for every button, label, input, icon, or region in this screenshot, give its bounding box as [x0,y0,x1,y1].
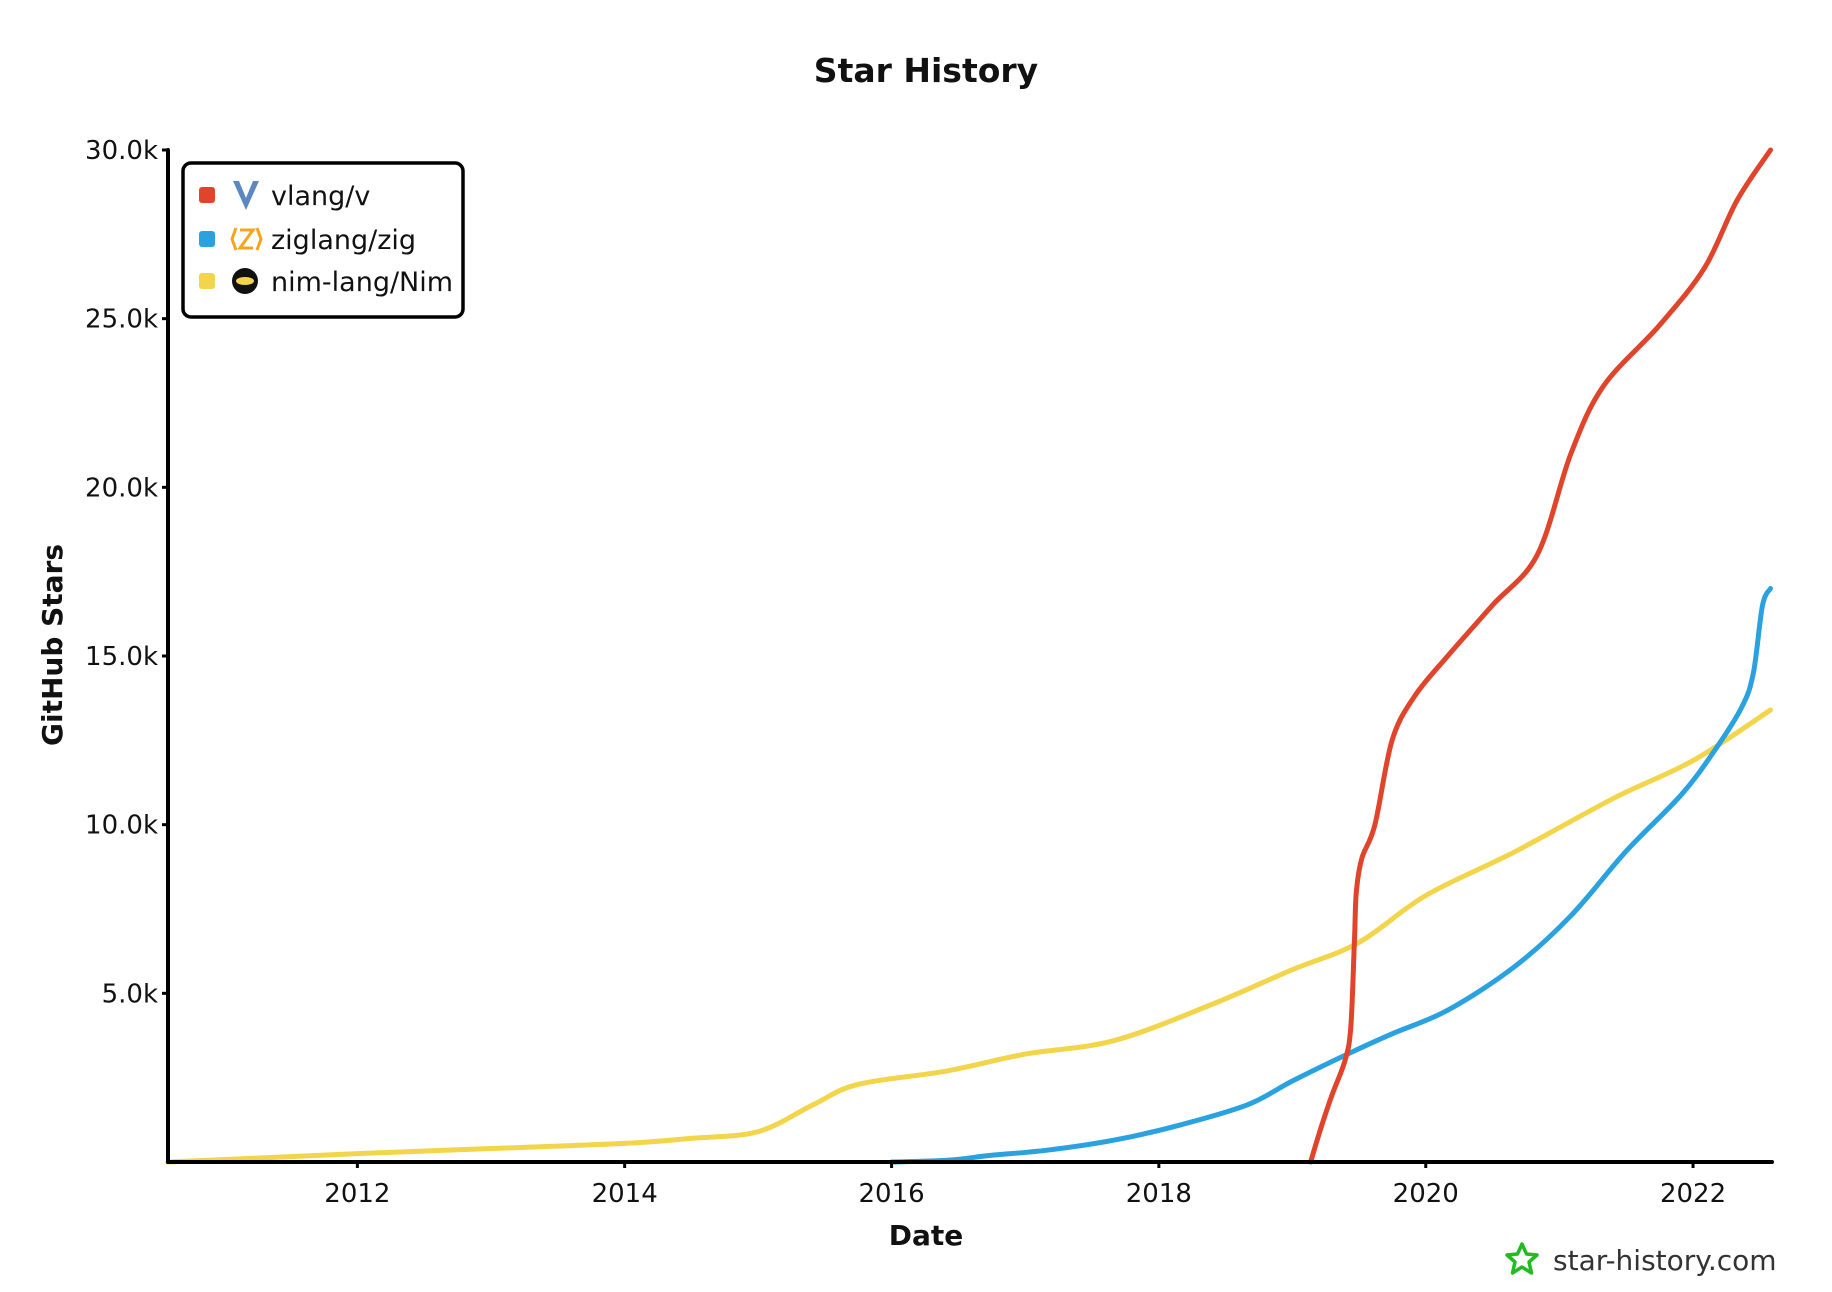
legend-label-nim: nim-lang/Nim [271,267,453,298]
x-tick-label: 2012 [324,1179,390,1209]
x-tick-label: 2016 [858,1179,924,1209]
x-tick-label: 2018 [1126,1179,1192,1209]
y-tick-label: 30.0k [85,136,158,166]
legend-item-zig: ziglang/zig [199,225,416,256]
x-tick-label: 2022 [1660,1179,1726,1209]
legend-swatch-zig [199,231,215,247]
x-axis-ticks: 2012 2014 2016 2018 2020 2022 [324,1162,1726,1209]
y-tick-label: 20.0k [85,473,158,503]
chart-title: Star History [814,51,1038,90]
y-axis-ticks: 5.0k 10.0k 15.0k 20.0k 25.0k 30.0k [85,136,168,1009]
y-tick-label: 15.0k [85,642,158,672]
legend-swatch-nim [199,273,215,289]
series-line-vlang-v [1308,147,1773,1165]
x-tick-label: 2020 [1393,1179,1459,1209]
y-tick-label: 25.0k [85,305,158,335]
y-tick-label: 5.0k [102,979,158,1009]
zig-logo-icon [230,227,263,251]
legend-item-nim: nim-lang/Nim [199,267,453,298]
vlang-logo-icon [233,181,259,210]
series-line-ziglang-zig [889,586,1773,1165]
legend-label-vlang: vlang/v [271,181,370,212]
legend-item-vlang: vlang/v [199,181,370,212]
watermark-text[interactable]: star-history.com [1553,1244,1777,1277]
series-line-nim-lang-nim [165,707,1773,1165]
plot-lines [165,147,1773,1165]
legend-label-zig: ziglang/zig [271,225,416,256]
y-axis-label: GitHub Stars [36,544,69,746]
legend: vlang/v ziglang/zig nim-lang/Nim [181,161,465,319]
x-tick-label: 2014 [592,1179,658,1209]
x-axis-label: Date [889,1219,964,1252]
y-tick-label: 10.0k [85,811,158,841]
legend-swatch-vlang [199,187,215,203]
watermark[interactable]: star-history.com [1505,1242,1777,1277]
nim-logo-icon [232,268,258,294]
star-history-logo-icon [1505,1242,1539,1275]
